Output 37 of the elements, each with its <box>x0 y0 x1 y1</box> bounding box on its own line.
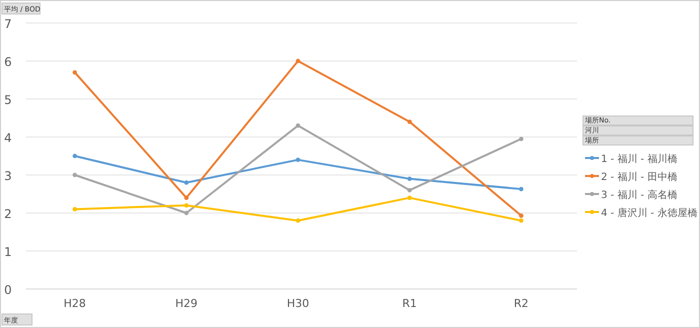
point <box>407 120 412 124</box>
point <box>184 196 189 200</box>
legend-label: 1 - 福川 - 福川橋 <box>601 153 678 165</box>
point <box>72 154 77 158</box>
point <box>296 123 300 128</box>
point <box>184 210 189 216</box>
y-tick-label: 3 <box>4 169 12 183</box>
x-tick-label: R1 <box>402 297 417 310</box>
legend-label: 2 - 福川 - 田中橋 <box>601 171 678 183</box>
point <box>519 218 524 223</box>
point <box>296 218 300 223</box>
x-tick-label: R2 <box>514 297 529 310</box>
y-tick-label: 1 <box>4 245 12 259</box>
legend-label: 3 - 福川 - 高名橋 <box>601 189 678 201</box>
point <box>407 176 412 181</box>
y-tick-label: 0 <box>4 283 12 297</box>
x-tick-label: H29 <box>175 297 198 310</box>
point <box>72 207 77 212</box>
point <box>184 203 189 208</box>
point <box>296 158 300 162</box>
point <box>519 213 524 218</box>
point <box>519 186 524 192</box>
y-tick-label: 5 <box>4 93 12 107</box>
y-tick-label: 2 <box>4 207 12 221</box>
legend-label: 4 - 唐沢川 - 永徳屋橋 <box>601 207 698 219</box>
point <box>407 188 412 192</box>
point <box>407 196 412 200</box>
point <box>184 180 189 185</box>
point <box>72 70 77 75</box>
x-tick-label: H28 <box>64 297 86 310</box>
y-tick-label: 6 <box>4 55 12 69</box>
x-tick-label: H30 <box>286 297 310 310</box>
point <box>519 136 524 142</box>
point <box>72 172 77 178</box>
y-tick-label: 7 <box>4 17 12 31</box>
y-tick-label: 4 <box>4 131 12 145</box>
point <box>296 58 300 64</box>
